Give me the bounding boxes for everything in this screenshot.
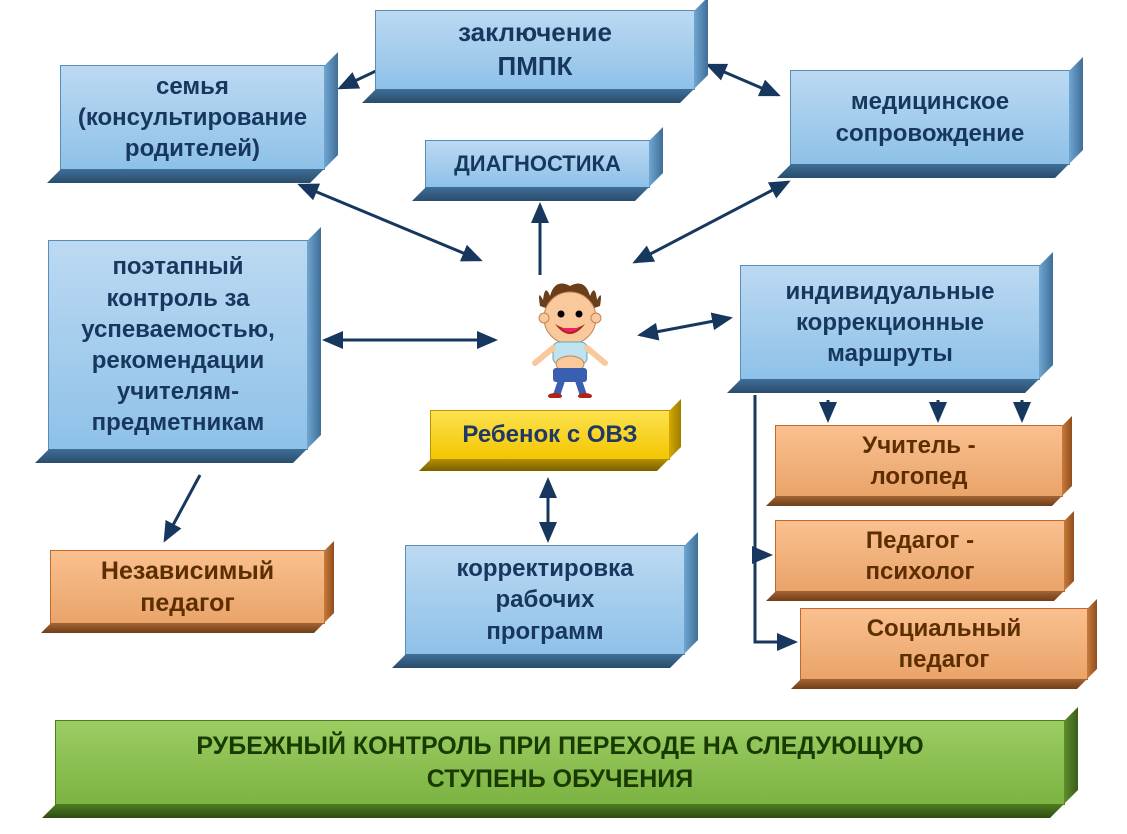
node-indep: Независимыйпедагог	[50, 550, 325, 624]
node-psych: Педагог -психолог	[775, 520, 1065, 592]
node-family: семья(консультированиеродителей)	[60, 65, 325, 170]
node-label: Ребенок с ОВЗ	[462, 419, 637, 450]
node-label: корректировкарабочихпрограмм	[457, 553, 634, 647]
node-logoped: Учитель -логопед	[775, 425, 1063, 497]
node-med: медицинскоесопровождение	[790, 70, 1070, 165]
node-footer: РУБЕЖНЫЙ КОНТРОЛЬ ПРИ ПЕРЕХОДЕ НА СЛЕДУЮ…	[55, 720, 1065, 805]
node-routes: индивидуальныекоррекционныемаршруты	[740, 265, 1040, 380]
node-label: заключениеПМПК	[458, 16, 612, 84]
node-label: Учитель -логопед	[862, 430, 975, 492]
node-label: РУБЕЖНЫЙ КОНТРОЛЬ ПРИ ПЕРЕХОДЕ НА СЛЕДУЮ…	[196, 730, 923, 795]
node-label: семья(консультированиеродителей)	[78, 71, 307, 165]
node-child: Ребенок с ОВЗ	[430, 410, 670, 460]
node-label: индивидуальныекоррекционныемаршруты	[786, 276, 995, 370]
node-social: Социальныйпедагог	[800, 608, 1088, 680]
node-label: поэтапныйконтроль зауспеваемостью,рекоме…	[81, 251, 275, 438]
node-label: ДИАГНОСТИКА	[454, 150, 621, 179]
node-label: Педагог -психолог	[866, 525, 975, 587]
node-pmpk: заключениеПМПК	[375, 10, 695, 90]
node-label: Независимыйпедагог	[101, 555, 274, 620]
node-control: поэтапныйконтроль зауспеваемостью,рекоме…	[48, 240, 308, 450]
node-label: Социальныйпедагог	[867, 613, 1022, 675]
node-label: медицинскоесопровождение	[836, 86, 1025, 148]
node-diag: ДИАГНОСТИКА	[425, 140, 650, 188]
child-icon	[515, 278, 625, 398]
node-correction: корректировкарабочихпрограмм	[405, 545, 685, 655]
